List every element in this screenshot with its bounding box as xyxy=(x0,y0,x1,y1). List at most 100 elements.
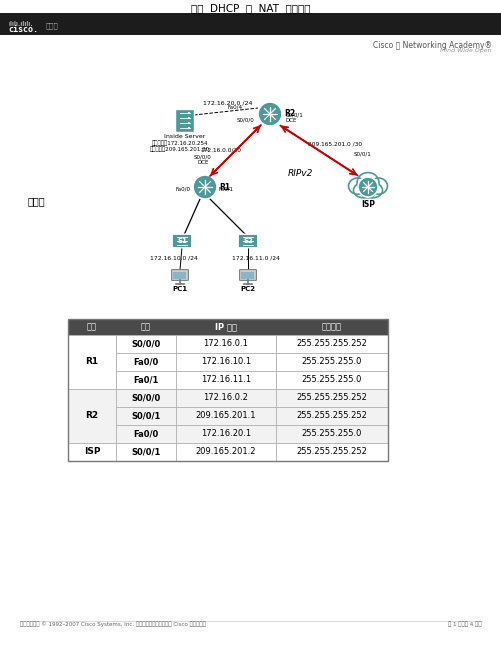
Text: 实验  DHCP  与  NAT  配置练习: 实验 DHCP 与 NAT 配置练习 xyxy=(191,3,310,13)
Circle shape xyxy=(187,117,189,119)
Bar xyxy=(241,271,254,278)
FancyBboxPatch shape xyxy=(175,110,194,132)
Circle shape xyxy=(187,122,189,124)
Bar xyxy=(276,389,387,407)
Text: 172.16.20.1: 172.16.20.1 xyxy=(200,430,250,439)
Bar xyxy=(116,371,176,389)
Text: cisco.: cisco. xyxy=(8,25,38,34)
Bar xyxy=(68,443,116,461)
Text: S0/0/1: S0/0/1 xyxy=(353,152,371,157)
Bar xyxy=(276,371,387,389)
Bar xyxy=(116,443,176,461)
Bar xyxy=(176,425,276,443)
Circle shape xyxy=(187,127,189,129)
Text: IP 地址: IP 地址 xyxy=(214,323,236,332)
Text: R1: R1 xyxy=(218,182,229,191)
Bar xyxy=(276,443,387,461)
Bar xyxy=(68,319,387,461)
Text: 本地地址：172.16.20.254: 本地地址：172.16.20.254 xyxy=(151,140,208,145)
FancyBboxPatch shape xyxy=(239,269,256,280)
FancyBboxPatch shape xyxy=(171,269,188,280)
Bar xyxy=(173,271,186,278)
Ellipse shape xyxy=(369,178,387,194)
Text: Fa0/0: Fa0/0 xyxy=(176,186,190,191)
Text: PC1: PC1 xyxy=(172,286,187,292)
FancyBboxPatch shape xyxy=(172,234,191,248)
Text: 255.255.255.252: 255.255.255.252 xyxy=(296,393,367,402)
Text: 255.255.255.252: 255.255.255.252 xyxy=(296,339,367,349)
Text: Mind Wide Open: Mind Wide Open xyxy=(439,48,491,53)
Text: 172.16.11.0 /24: 172.16.11.0 /24 xyxy=(231,256,280,261)
Bar xyxy=(116,353,176,371)
Ellipse shape xyxy=(360,184,375,198)
Ellipse shape xyxy=(348,178,366,194)
Text: 全局地址：209.165.201.30: 全局地址：209.165.201.30 xyxy=(150,146,209,152)
Bar xyxy=(176,407,276,425)
Text: 255.255.255.0: 255.255.255.0 xyxy=(301,376,361,384)
Text: 第 1 页（共 4 页）: 第 1 页（共 4 页） xyxy=(447,621,481,627)
Text: 255.255.255.252: 255.255.255.252 xyxy=(296,411,367,421)
Bar xyxy=(116,335,176,353)
Text: 拓扑图: 拓扑图 xyxy=(46,23,59,29)
Bar xyxy=(276,425,387,443)
FancyBboxPatch shape xyxy=(238,234,258,248)
Text: 子网掩码: 子网掩码 xyxy=(321,323,341,332)
Ellipse shape xyxy=(356,173,378,192)
Text: S0/0/1
DCE: S0/0/1 DCE xyxy=(286,113,303,123)
Text: ılılı.ılılı.: ılılı.ılılı. xyxy=(8,21,33,27)
Text: Fa0/0: Fa0/0 xyxy=(133,430,158,439)
Text: 172.16.10.0 /24: 172.16.10.0 /24 xyxy=(150,256,197,261)
Text: 172.16.0.1: 172.16.0.1 xyxy=(203,339,248,349)
Text: 255.255.255.0: 255.255.255.0 xyxy=(301,358,361,367)
Bar xyxy=(116,425,176,443)
Text: 设备: 设备 xyxy=(87,323,97,332)
Text: S0/0/0: S0/0/0 xyxy=(236,117,254,123)
Bar xyxy=(176,353,276,371)
Text: PC2: PC2 xyxy=(240,286,255,292)
Text: S0/0/0
DCE: S0/0/0 DCE xyxy=(194,154,211,165)
Text: R2: R2 xyxy=(284,110,295,119)
Text: S0/0/0: S0/0/0 xyxy=(131,339,160,349)
Text: S1: S1 xyxy=(177,238,186,244)
Bar xyxy=(116,407,176,425)
Bar xyxy=(116,389,176,407)
Bar xyxy=(0,13,501,35)
Ellipse shape xyxy=(353,182,372,198)
Bar xyxy=(68,319,387,335)
Text: 255.255.255.252: 255.255.255.252 xyxy=(296,448,367,456)
Bar xyxy=(176,335,276,353)
Circle shape xyxy=(258,102,282,126)
Text: 接口: 接口 xyxy=(141,323,151,332)
Text: 所有版权所有 © 1992–2007 Cisco Systems, Inc. 保留所有权利。本文件为 Cisco 公开资料。: 所有版权所有 © 1992–2007 Cisco Systems, Inc. 保… xyxy=(20,621,205,627)
Bar xyxy=(68,335,116,389)
Text: S2: S2 xyxy=(242,238,253,244)
Text: RIPv2: RIPv2 xyxy=(287,169,312,178)
Circle shape xyxy=(357,177,377,197)
Ellipse shape xyxy=(362,182,382,198)
Bar xyxy=(176,443,276,461)
Text: ISP: ISP xyxy=(360,200,374,209)
Text: 172.16.10.1: 172.16.10.1 xyxy=(200,358,250,367)
Text: R1: R1 xyxy=(85,358,98,367)
Circle shape xyxy=(187,112,189,114)
Text: Fa0/0: Fa0/0 xyxy=(133,358,158,367)
Text: 172.16.20.0 /24: 172.16.20.0 /24 xyxy=(202,101,252,106)
Text: S0/0/1: S0/0/1 xyxy=(131,411,160,421)
Text: 172.16.11.1: 172.16.11.1 xyxy=(200,376,250,384)
Text: Fa0/1: Fa0/1 xyxy=(218,186,233,191)
Bar xyxy=(276,353,387,371)
Text: 209.165.201.1: 209.165.201.1 xyxy=(195,411,256,421)
Text: R2: R2 xyxy=(85,411,98,421)
Bar xyxy=(68,389,116,443)
Text: 地址表: 地址表 xyxy=(28,196,46,206)
Text: Fa0/4: Fa0/4 xyxy=(227,104,242,110)
Text: Cisco ｜ Networking Academy®: Cisco ｜ Networking Academy® xyxy=(372,41,491,50)
Bar xyxy=(176,371,276,389)
Text: 209.165.201.0 /30: 209.165.201.0 /30 xyxy=(307,141,361,147)
Bar xyxy=(276,407,387,425)
Text: 172.16.0.2: 172.16.0.2 xyxy=(203,393,248,402)
Text: S0/0/0: S0/0/0 xyxy=(131,393,160,402)
Text: ISP: ISP xyxy=(84,448,100,456)
Bar xyxy=(276,335,387,353)
Text: 172.16.0.0/30: 172.16.0.0/30 xyxy=(199,148,240,153)
